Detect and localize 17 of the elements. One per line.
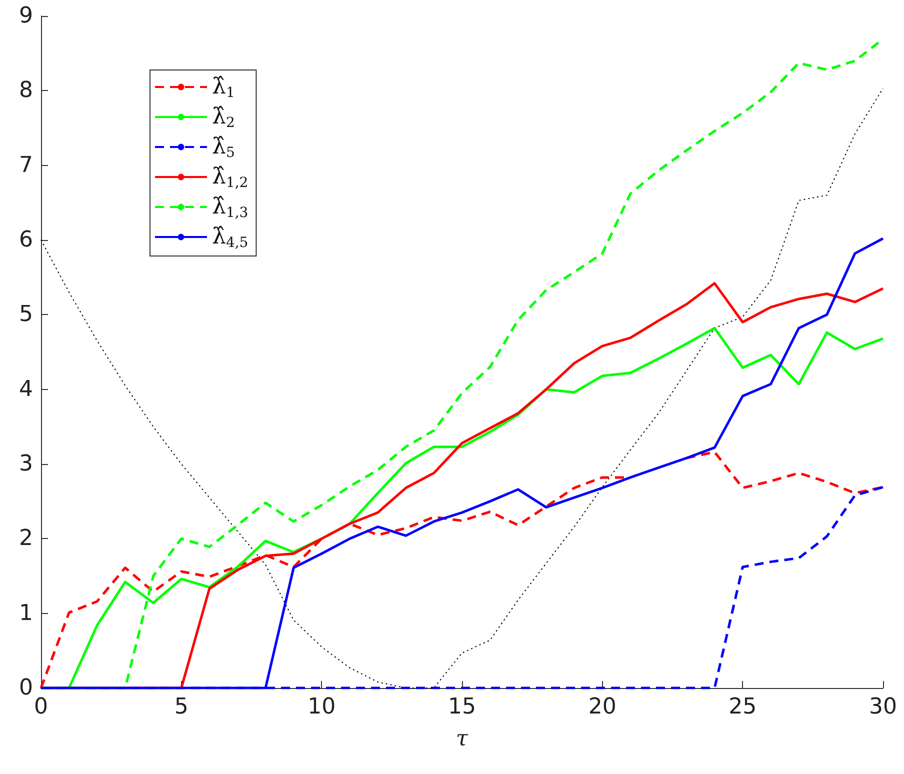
y-tick-label: 3 <box>19 452 33 476</box>
x-tick-label: 30 <box>869 694 897 720</box>
x-tick-label: 25 <box>728 694 757 720</box>
y-tick-label: 5 <box>19 302 33 328</box>
y-tick-label: 9 <box>19 4 33 28</box>
y-tick-label: 1 <box>19 600 33 626</box>
x-tick-label: 20 <box>588 694 616 720</box>
x-tick-label: 15 <box>448 694 476 720</box>
y-tick-label: 0 <box>19 676 33 700</box>
y-tick-label: 8 <box>19 78 33 104</box>
y-tick-label: 6 <box>19 228 33 252</box>
y-tick-label: 7 <box>19 152 33 178</box>
x-axis-title: τ <box>456 726 469 752</box>
x-tick-label: 10 <box>308 694 336 720</box>
y-tick-label: 2 <box>19 526 33 552</box>
y-tick-label: 4 <box>19 376 33 402</box>
x-tick-label: 5 <box>174 694 188 720</box>
